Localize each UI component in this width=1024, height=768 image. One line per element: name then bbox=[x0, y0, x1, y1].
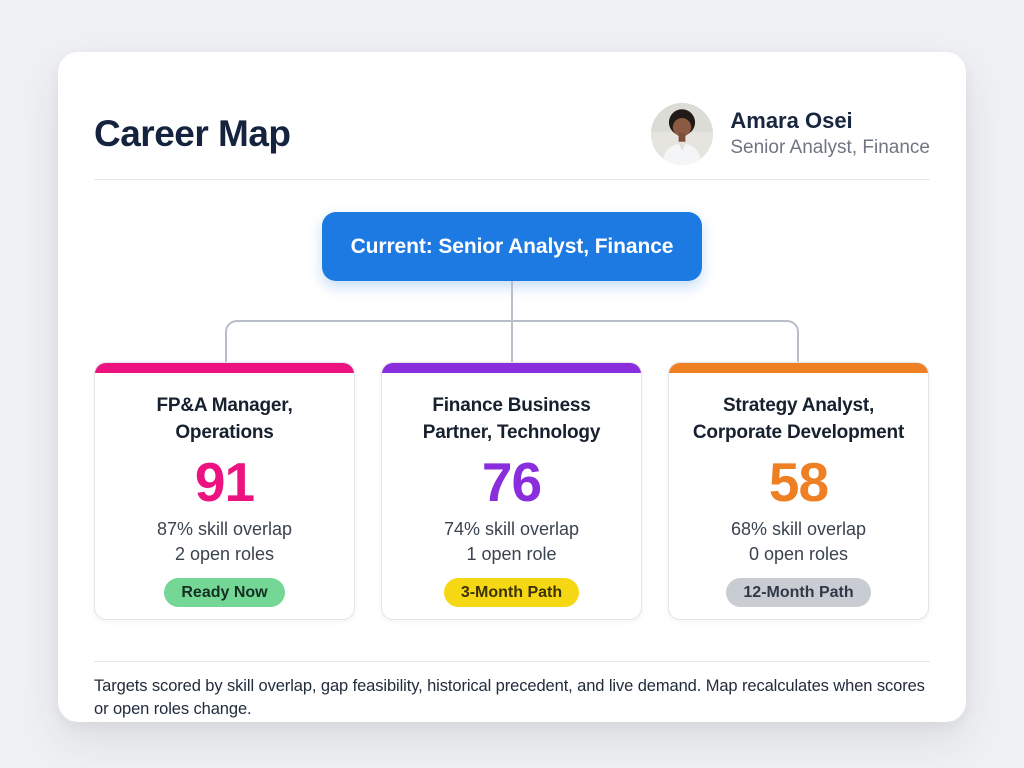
header-divider bbox=[94, 179, 930, 180]
match-score: 76 bbox=[481, 451, 542, 513]
scoring-note: Targets scored by skill overlap, gap fea… bbox=[94, 677, 925, 718]
skill-overlap-text: 68% skill overlap bbox=[730, 519, 867, 539]
target-card-fpa-manager[interactable]: FP&A Manager, Operations 91 87% skill ov… bbox=[94, 362, 355, 620]
target-card-finance-business-partner[interactable]: Finance Business Partner, Technology 76 … bbox=[381, 362, 642, 620]
open-roles-text: 2 open roles bbox=[174, 544, 275, 564]
card-accent-bar bbox=[669, 363, 928, 373]
target-card-strategy-analyst[interactable]: Strategy Analyst, Corporate Development … bbox=[668, 362, 929, 620]
tree-connector-branch bbox=[225, 320, 799, 362]
skill-overlap-text: 87% skill overlap bbox=[156, 519, 293, 539]
open-roles-text: 0 open roles bbox=[748, 544, 849, 564]
match-score: 58 bbox=[768, 451, 829, 513]
profile-text: Amara Osei Senior Analyst, Finance bbox=[730, 107, 930, 161]
user-profile: Amara Osei Senior Analyst, Finance bbox=[651, 103, 930, 165]
readiness-badge: 12-Month Path bbox=[726, 578, 871, 607]
target-role-title: Finance Business Partner, Technology bbox=[422, 395, 601, 443]
card-accent-bar bbox=[95, 363, 354, 373]
open-roles-text: 1 open role bbox=[466, 544, 557, 564]
avatar-image bbox=[651, 103, 714, 165]
skill-overlap-text: 74% skill overlap bbox=[443, 519, 580, 539]
readiness-badge: Ready Now bbox=[164, 578, 285, 607]
current-role-label: Current: Senior Analyst, Finance bbox=[350, 234, 674, 258]
header: Career Map Amara Osei Senior Analyst, Fi… bbox=[94, 88, 930, 180]
target-role-title: Strategy Analyst, Corporate Development bbox=[692, 395, 905, 443]
user-role: Senior Analyst, Finance bbox=[730, 137, 930, 158]
target-cards-row: FP&A Manager, Operations 91 87% skill ov… bbox=[94, 362, 929, 620]
user-name: Amara Osei bbox=[730, 108, 853, 133]
card-accent-bar bbox=[382, 363, 641, 373]
target-role-title: FP&A Manager, Operations bbox=[156, 395, 293, 443]
match-score: 91 bbox=[194, 451, 255, 513]
career-map-panel: Career Map Amara Osei Senior Analyst, Fi… bbox=[58, 52, 966, 722]
avatar bbox=[651, 103, 714, 165]
current-role-node[interactable]: Current: Senior Analyst, Finance bbox=[322, 212, 702, 281]
readiness-badge: 3-Month Path bbox=[443, 578, 580, 607]
page-title: Career Map bbox=[94, 113, 291, 154]
footer: Targets scored by skill overlap, gap fea… bbox=[94, 661, 930, 720]
